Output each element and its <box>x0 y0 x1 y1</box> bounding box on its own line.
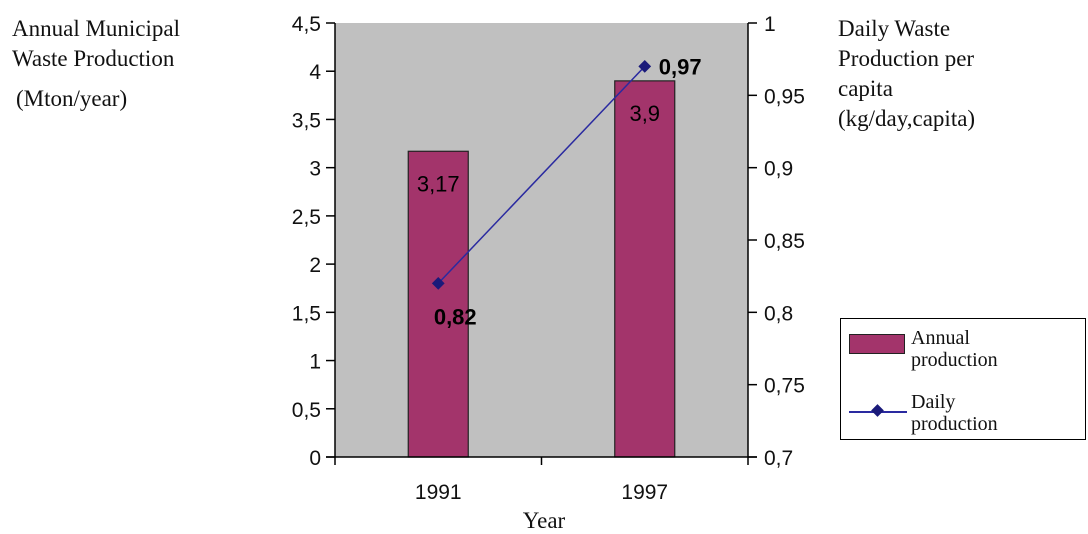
legend-line-label-line2: production <box>911 413 998 435</box>
left-tick-label: 2,5 <box>292 206 321 229</box>
x-axis-title: Year <box>522 508 566 533</box>
left-axis-title: Annual Municipal Waste Production (Mton/… <box>12 14 180 114</box>
left-tick-label: 2 <box>309 254 321 277</box>
left-axis-title-line1: Annual Municipal <box>12 16 180 41</box>
right-axis-title-line1: Daily Waste <box>838 16 951 41</box>
legend-bar-label-line1: Annual <box>911 327 970 349</box>
bar-data-label-1997: 3,9 <box>629 101 660 126</box>
left-tick-label: 4,5 <box>292 13 321 36</box>
left-axis-title-line2: Waste Production <box>12 46 175 71</box>
right-axis-unit: (kg/day,capita) <box>838 106 976 131</box>
legend-bar-label: Annual production <box>911 327 1081 371</box>
legend-line-marker <box>871 404 884 417</box>
right-tick-label: 0,7 <box>764 447 793 470</box>
left-axis-unit: (Mton/year) <box>16 86 128 111</box>
plot-area <box>335 23 748 457</box>
legend-line-swatch <box>849 404 907 417</box>
line-data-label-1997: 0,97 <box>659 54 702 79</box>
bar-data-label-1991: 3,17 <box>417 171 460 196</box>
bar-1991 <box>407 150 469 458</box>
left-tick-label: 0,5 <box>292 399 321 422</box>
line-daily-production <box>437 65 646 284</box>
right-tick-label: 0,95 <box>764 85 805 108</box>
x-tick-label-1991: 1991 <box>415 481 462 504</box>
legend: Annual production Daily production <box>840 318 1086 440</box>
line-point-1991 <box>431 277 445 290</box>
legend-line-label: Daily production <box>911 391 1081 435</box>
line-data-label-1991: 0,82 <box>434 304 477 329</box>
left-tick-label: 1,5 <box>292 302 321 325</box>
left-tick-label: 3 <box>309 158 321 181</box>
left-tick-label: 3,5 <box>292 109 321 132</box>
left-tick-label: 4 <box>309 61 321 84</box>
right-axis-title: Daily Waste Production per capita (kg/da… <box>838 14 975 134</box>
legend-bar-swatch <box>849 334 905 354</box>
right-tick-label: 0,75 <box>764 375 805 398</box>
left-tick-label: 0 <box>309 447 321 470</box>
right-tick-label: 1 <box>764 13 776 36</box>
right-tick-label: 0,9 <box>764 158 793 181</box>
right-tick-label: 0,85 <box>764 230 805 253</box>
x-tick-label-1997: 1997 <box>621 481 668 504</box>
legend-bar-label-line2: production <box>911 349 998 371</box>
right-axis-title-line3: capita <box>838 76 893 101</box>
left-tick-label: 1 <box>309 351 321 374</box>
right-axis-title-line2: Production per <box>838 46 975 71</box>
right-tick-label: 0,8 <box>764 302 793 325</box>
legend-line-label-line1: Daily <box>911 391 956 413</box>
bar-1997 <box>614 80 676 458</box>
